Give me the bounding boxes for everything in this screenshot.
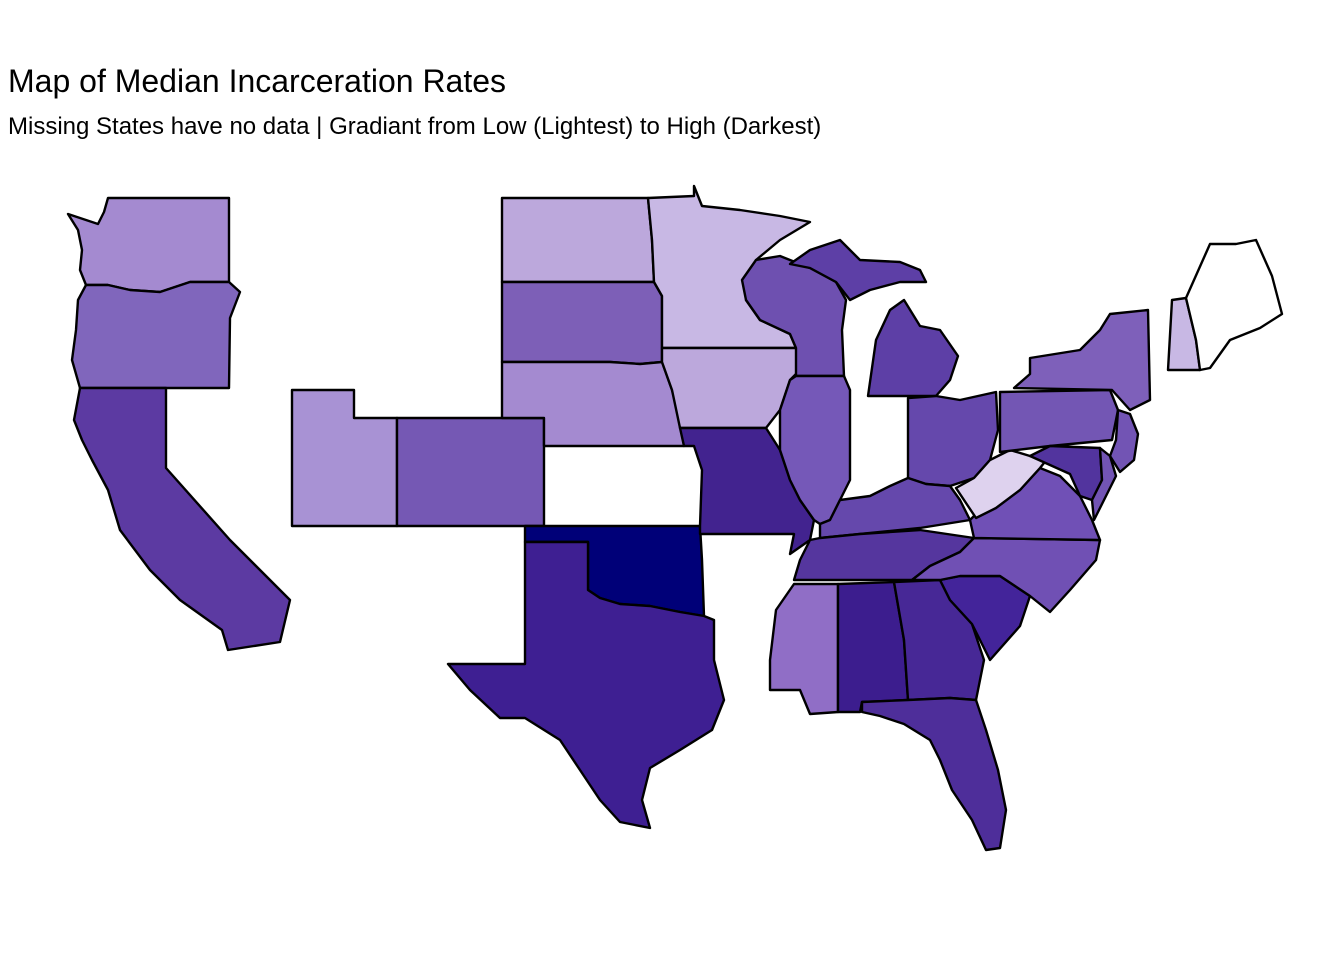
state-north-carolina — [910, 536, 1102, 614]
page-subtitle: Missing States have no data | Gradiant f… — [8, 113, 822, 140]
state-washington — [66, 196, 231, 294]
state-maine — [1184, 238, 1284, 372]
state-wisconsin — [740, 254, 848, 378]
state-california — [72, 386, 292, 652]
state-florida — [860, 696, 1008, 852]
state-delaware — [1090, 446, 1118, 522]
state-new-york — [1012, 308, 1152, 412]
state-illinois — [778, 374, 852, 526]
page-title: Map of Median Incarceration Rates — [8, 63, 507, 99]
state-michigan — [788, 238, 960, 398]
state-colorado — [395, 416, 546, 528]
state-pennsylvania — [998, 388, 1120, 454]
state-south-dakota — [500, 280, 664, 366]
state-north-dakota — [500, 196, 656, 284]
state-utah — [290, 388, 399, 528]
state-oregon — [70, 280, 242, 390]
state-mississippi — [768, 582, 840, 716]
state-new-jersey — [1108, 408, 1140, 474]
state-texas — [446, 540, 726, 830]
